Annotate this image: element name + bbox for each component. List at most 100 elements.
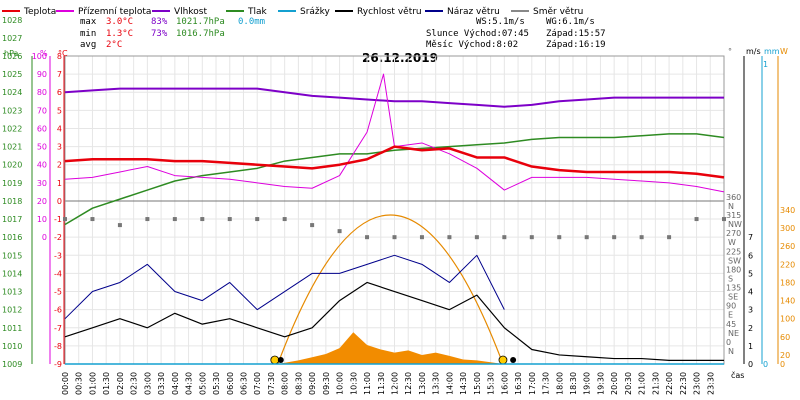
moonset-marker [510, 357, 517, 363]
x-tick-label: 06:30 [239, 372, 248, 395]
humidity-tick-label: 10 [37, 215, 47, 224]
x-tick-label: 05:30 [212, 372, 221, 395]
temperature-line [64, 145, 725, 179]
wind-speed-tick-label: 5 [748, 269, 753, 278]
legend-label: Přízemní teplota [78, 7, 151, 17]
x-tick-label: 12:30 [404, 372, 413, 395]
wind-dir-point [667, 235, 672, 240]
humidity-tick-label: 40 [37, 161, 47, 170]
x-tick-label: 10:30 [349, 372, 358, 395]
solar-tick-label: 340 [780, 206, 795, 215]
pressure-tick-label: 1019 [2, 179, 22, 188]
temperature-tick-label: 7 [57, 70, 62, 79]
legend-label: Rychlost větru [357, 7, 422, 17]
x-tick-label: 21:30 [651, 372, 660, 395]
x-tick-label: 21:00 [638, 372, 647, 395]
x-tick-label: 00:00 [61, 372, 70, 395]
pressure-tick-label: 1011 [2, 324, 22, 333]
temperature-tick-label: 2 [57, 161, 62, 170]
x-tick-label: 22:00 [665, 372, 674, 395]
wind-dir-point [365, 235, 370, 240]
wind-dir-tick-compass: N [728, 347, 734, 356]
wind-dir-point [310, 223, 315, 228]
wind-dir-tick-degree: 0 [726, 338, 731, 347]
legend-label: Tlak [247, 7, 268, 17]
x-tick-label: 15:00 [473, 372, 482, 395]
axis-unit-degree: ° [728, 47, 732, 56]
x-tick-label: 13:30 [432, 372, 441, 395]
x-tick-label: 18:30 [569, 372, 578, 395]
x-tick-label: 23:00 [693, 372, 702, 395]
x-tick-label: 11:30 [377, 372, 386, 395]
x-tick-label: 12:00 [391, 372, 400, 395]
x-tick-label: 18:00 [555, 372, 564, 395]
wind-dir-tick-compass: NE [728, 329, 739, 338]
x-tick-label: 14:30 [459, 372, 468, 395]
legend-label: Srážky [300, 7, 331, 17]
x-tick-label: 07:00 [253, 372, 262, 395]
x-tick-label: 22:30 [679, 372, 688, 395]
solar-tick-label: 300 [780, 224, 795, 233]
pressure-tick-label: 1028 [2, 16, 22, 25]
pressure-tick-label: 1026 [2, 52, 22, 61]
wind-speed-tick-label: 0 [748, 360, 753, 369]
wind-dir-point [337, 229, 342, 234]
humidity-tick-label: 20 [37, 197, 47, 206]
wind-dir-point [227, 217, 232, 222]
x-tick-label: 05:00 [198, 372, 207, 395]
x-tick-label: 06:00 [226, 372, 235, 395]
x-tick-label: 08:30 [294, 372, 303, 395]
temperature-tick-label: -8 [54, 342, 62, 351]
legend-label: Vlhkost [174, 7, 207, 17]
temperature-tick-label: 8 [57, 52, 62, 61]
sun-arc [277, 214, 504, 365]
wind-dir-tick-degree: 315 [726, 211, 741, 220]
temperature-tick-label: 0 [57, 197, 62, 206]
humidity-tick-label: 80 [37, 88, 47, 97]
wind-dir-point [145, 217, 150, 222]
wind-speed-tick-label: 7 [748, 233, 753, 242]
wind-dir-point [612, 235, 617, 240]
x-tick-label: 20:30 [624, 372, 633, 395]
axis-unit-percent: % [40, 49, 48, 58]
pressure-line [64, 133, 725, 226]
solar-tick-label: 20 [780, 351, 790, 360]
temperature-tick-label: 6 [57, 88, 62, 97]
temperature-tick-label: -2 [54, 233, 62, 242]
wind-dir-point [90, 217, 95, 222]
wind-dir-tick-degree: 180 [726, 265, 741, 274]
solar-tick-label: 220 [780, 260, 795, 269]
stat-temp: 1.3°C [106, 29, 133, 39]
ground-temperature-line [64, 73, 725, 193]
wind-dir-point [584, 235, 589, 240]
x-tick-label: 19:30 [596, 372, 605, 395]
x-tick-label: 17:30 [542, 372, 551, 395]
temperature-tick-label: -1 [54, 215, 62, 224]
x-tick-label: 01:00 [88, 372, 97, 395]
x-tick-label: 19:00 [583, 372, 592, 395]
x-tick-label: 08:00 [281, 372, 290, 395]
wind-speed-tick-label: 4 [748, 288, 753, 297]
wind-dir-tick-compass: NW [728, 220, 742, 229]
sunrise-marker [270, 355, 280, 365]
solar-tick-label: 180 [780, 278, 795, 287]
pressure-tick-label: 1022 [2, 124, 22, 133]
x-tick-label: 04:00 [171, 372, 180, 395]
legend-label: Směr větru [533, 7, 583, 17]
x-tick-label: 10:00 [336, 372, 345, 395]
stat-label: max [80, 17, 97, 27]
moonrise-marker [277, 357, 284, 363]
humidity-tick-label: 30 [37, 179, 47, 188]
solar-tick-label: 60 [780, 333, 790, 342]
wind-dir-tick-degree: 135 [726, 284, 741, 293]
wind-dir-point [419, 235, 424, 240]
pressure-tick-label: 1024 [2, 88, 22, 97]
stat-temp: 2°C [106, 40, 122, 50]
temperature-tick-label: -5 [54, 288, 62, 297]
x-tick-label: 23:30 [706, 372, 715, 395]
temperature-tick-label: -4 [54, 269, 62, 278]
solar-tick-label: 0 [780, 360, 785, 369]
x-tick-label: 01:30 [102, 372, 111, 395]
x-tick-label: 16:00 [500, 372, 509, 395]
